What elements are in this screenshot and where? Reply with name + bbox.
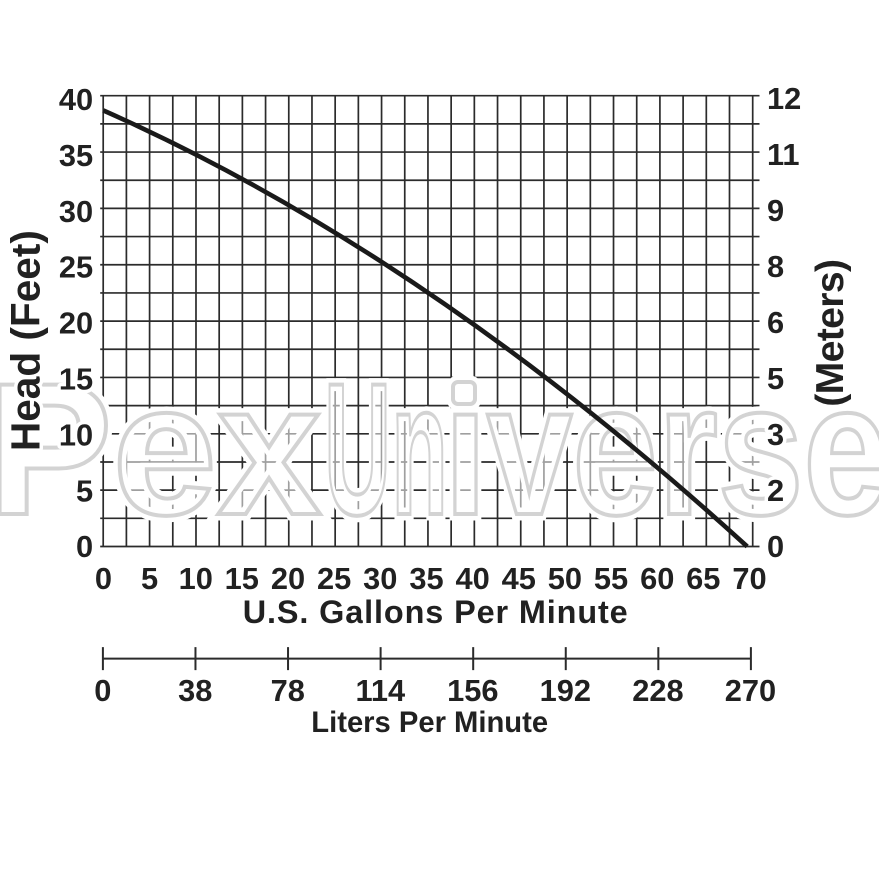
- svg-text:70: 70: [732, 561, 766, 596]
- svg-text:6: 6: [767, 305, 784, 340]
- svg-text:Head (Feet): Head (Feet): [2, 230, 48, 451]
- svg-text:3: 3: [767, 417, 784, 452]
- svg-text:25: 25: [59, 250, 93, 285]
- svg-text:Liters Per Minute: Liters Per Minute: [311, 707, 548, 739]
- svg-text:12: 12: [767, 81, 801, 116]
- svg-text:20: 20: [59, 306, 93, 341]
- svg-text:38: 38: [178, 673, 212, 708]
- svg-text:30: 30: [363, 561, 397, 596]
- svg-text:11: 11: [767, 137, 800, 172]
- svg-text:Pex: Pex: [0, 344, 322, 554]
- svg-text:Un: Un: [324, 344, 448, 554]
- svg-text:40: 40: [455, 561, 489, 596]
- svg-text:10: 10: [179, 561, 213, 596]
- svg-text:78: 78: [271, 673, 305, 708]
- svg-text:60: 60: [640, 561, 674, 596]
- svg-text:5: 5: [76, 473, 93, 508]
- svg-text:Pex: Pex: [0, 344, 322, 554]
- svg-text:50: 50: [548, 561, 582, 596]
- svg-text:15: 15: [59, 362, 93, 397]
- svg-text:9: 9: [767, 193, 784, 228]
- svg-text:ıverse: ıverse: [444, 344, 879, 554]
- svg-text:35: 35: [409, 561, 443, 596]
- svg-text:15: 15: [225, 561, 259, 596]
- svg-text:0: 0: [767, 529, 784, 564]
- svg-text:192: 192: [540, 673, 591, 708]
- svg-text:Un: Un: [324, 344, 448, 554]
- svg-text:2: 2: [767, 473, 784, 508]
- svg-text:30: 30: [59, 194, 93, 229]
- svg-text:55: 55: [594, 561, 628, 596]
- svg-text:25: 25: [317, 561, 351, 596]
- svg-text:270: 270: [725, 673, 776, 708]
- svg-text:10: 10: [59, 417, 93, 452]
- svg-text:0: 0: [76, 529, 93, 564]
- svg-text:156: 156: [447, 673, 498, 708]
- svg-text:228: 228: [632, 673, 683, 708]
- svg-text:20: 20: [271, 561, 305, 596]
- svg-text:114: 114: [355, 673, 405, 708]
- svg-text:65: 65: [686, 561, 720, 596]
- svg-text:5: 5: [767, 361, 784, 396]
- svg-text:0: 0: [94, 673, 111, 708]
- svg-text:45: 45: [502, 561, 536, 596]
- svg-text:40: 40: [59, 82, 93, 117]
- svg-text:(Meters): (Meters): [809, 260, 852, 407]
- svg-text:35: 35: [59, 138, 93, 173]
- svg-text:8: 8: [767, 249, 784, 284]
- svg-text:U.S. Gallons Per Minute: U.S. Gallons Per Minute: [243, 594, 628, 630]
- svg-text:5: 5: [141, 561, 158, 596]
- svg-text:0: 0: [95, 561, 112, 596]
- svg-text:ıverse: ıverse: [444, 344, 879, 554]
